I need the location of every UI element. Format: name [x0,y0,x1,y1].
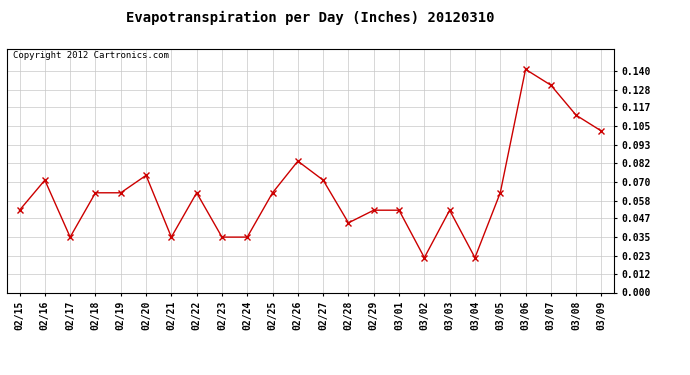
Text: Evapotranspiration per Day (Inches) 20120310: Evapotranspiration per Day (Inches) 2012… [126,11,495,26]
Text: Copyright 2012 Cartronics.com: Copyright 2012 Cartronics.com [13,51,169,60]
